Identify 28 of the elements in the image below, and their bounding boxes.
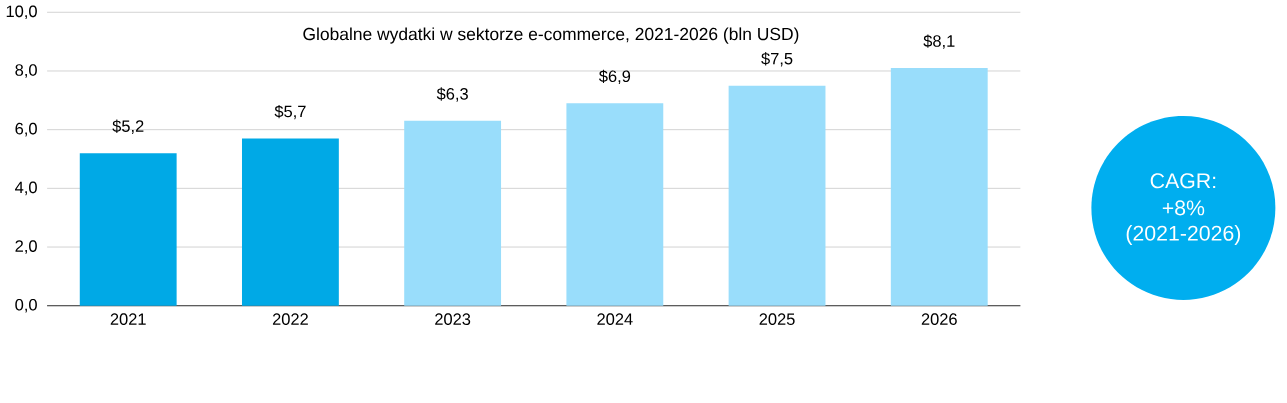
data-label: $8,1	[923, 34, 955, 50]
data-label: $5,7	[274, 105, 306, 120]
bar	[890, 68, 988, 306]
text: CAGR:	[1150, 173, 1216, 189]
y-tick-label: 2,0	[15, 240, 37, 255]
data-label: $7,5	[761, 52, 793, 67]
bar	[79, 153, 177, 306]
x-tick-label: 2022	[272, 313, 308, 326]
x-tick-label: 2025	[759, 313, 795, 326]
data-label: $6,3	[436, 87, 468, 102]
text: +8%	[1162, 200, 1205, 216]
y-tick-label: 0,0	[15, 299, 37, 313]
x-tick-label: 2026	[921, 313, 957, 326]
text: (2021-2026)	[1126, 225, 1241, 246]
bar	[241, 138, 339, 306]
x-tick-label: 2021	[110, 313, 146, 326]
data-label: $5,2	[112, 119, 144, 135]
bar	[728, 85, 826, 306]
bar	[566, 103, 664, 306]
x-tick-label: 2024	[597, 313, 633, 326]
x-tick-label: 2023	[435, 313, 471, 326]
y-tick-label: 8,0	[15, 64, 37, 78]
bar	[404, 121, 502, 306]
y-tick-label: 4,0	[15, 181, 37, 196]
y-tick-label: 10,0	[6, 5, 37, 20]
data-label: $6,9	[599, 69, 631, 85]
y-tick-label: 6,0	[15, 123, 37, 137]
text: Globalne wydatki w sektorze e-commerce, 2021-2026 (bln USD)	[303, 27, 799, 44]
